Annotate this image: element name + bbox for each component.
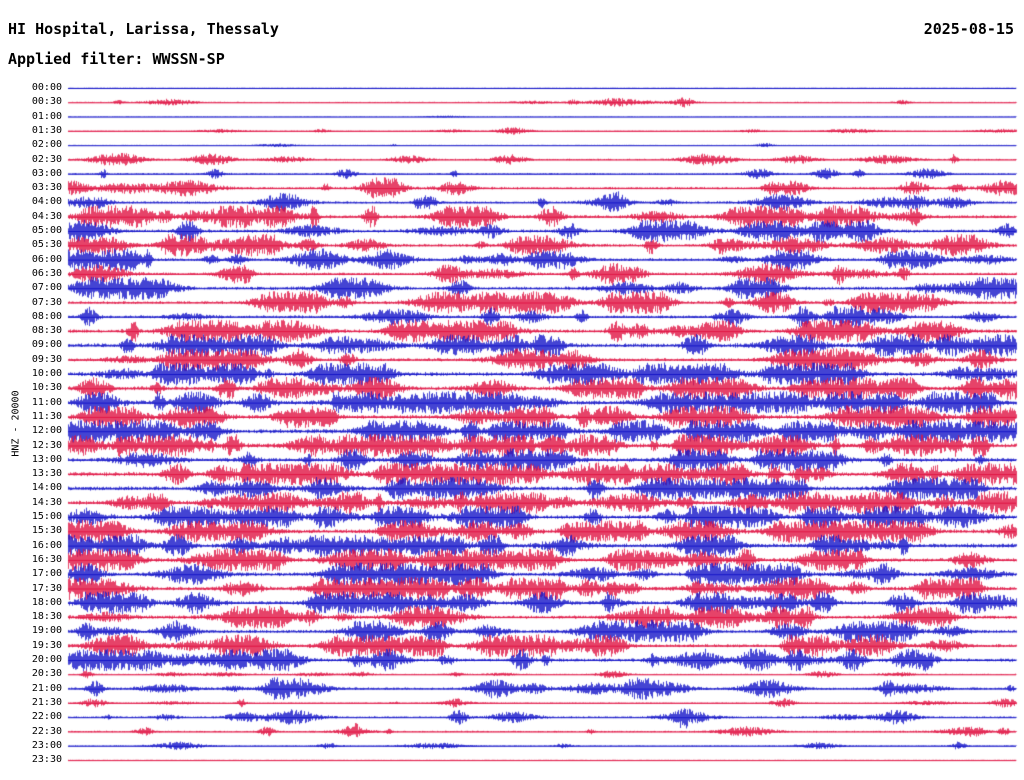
time-label: 20:30 (31, 668, 62, 680)
time-label: 01:00 (31, 110, 62, 122)
time-label: 15:30 (31, 525, 62, 537)
time-label: 12:30 (31, 439, 62, 451)
time-label: 19:00 (31, 625, 62, 637)
time-label: 00:30 (31, 96, 62, 108)
time-label: 04:00 (31, 196, 62, 208)
time-label: 04:30 (31, 210, 62, 222)
time-label: 21:30 (31, 696, 62, 708)
time-label: 10:30 (31, 382, 62, 394)
time-label: 09:30 (31, 353, 62, 365)
time-label: 13:30 (31, 468, 62, 480)
time-label: 19:30 (31, 639, 62, 651)
time-label: 23:00 (31, 739, 62, 751)
time-label: 09:00 (31, 339, 62, 351)
time-label: 14:00 (31, 482, 62, 494)
time-label: 02:30 (31, 153, 62, 165)
time-label: 18:00 (31, 596, 62, 608)
time-label: 15:00 (31, 511, 62, 522)
time-label: 00:00 (31, 82, 62, 93)
time-label: 06:30 (31, 267, 62, 279)
time-label: 03:30 (31, 182, 62, 194)
time-label: 21:00 (31, 682, 62, 694)
time-label: 22:30 (31, 725, 62, 737)
time-label: 11:30 (31, 410, 62, 422)
time-label: 18:30 (31, 611, 62, 623)
time-label: 06:00 (31, 253, 62, 265)
time-label: 20:00 (31, 654, 62, 665)
time-label: 02:00 (31, 139, 62, 151)
time-label: 16:30 (31, 553, 62, 565)
time-label: 08:30 (31, 325, 62, 337)
time-label: 13:00 (31, 453, 62, 465)
time-label: 08:00 (31, 310, 62, 322)
time-label: 22:00 (31, 711, 62, 723)
time-label: 14:30 (31, 496, 62, 508)
time-label: 23:30 (31, 754, 62, 766)
time-label: 05:00 (31, 225, 62, 236)
time-label: 07:30 (31, 296, 62, 308)
time-label: 17:00 (31, 568, 62, 580)
time-label: 11:00 (31, 396, 62, 408)
time-label: 03:00 (31, 167, 62, 179)
time-label: 05:30 (31, 239, 62, 251)
time-label: 01:30 (31, 124, 62, 136)
time-label: 10:00 (31, 368, 62, 379)
time-label: 17:30 (31, 582, 62, 594)
time-label: 07:00 (31, 282, 62, 294)
time-label: 16:00 (31, 539, 62, 551)
time-label: 12:00 (31, 425, 62, 437)
